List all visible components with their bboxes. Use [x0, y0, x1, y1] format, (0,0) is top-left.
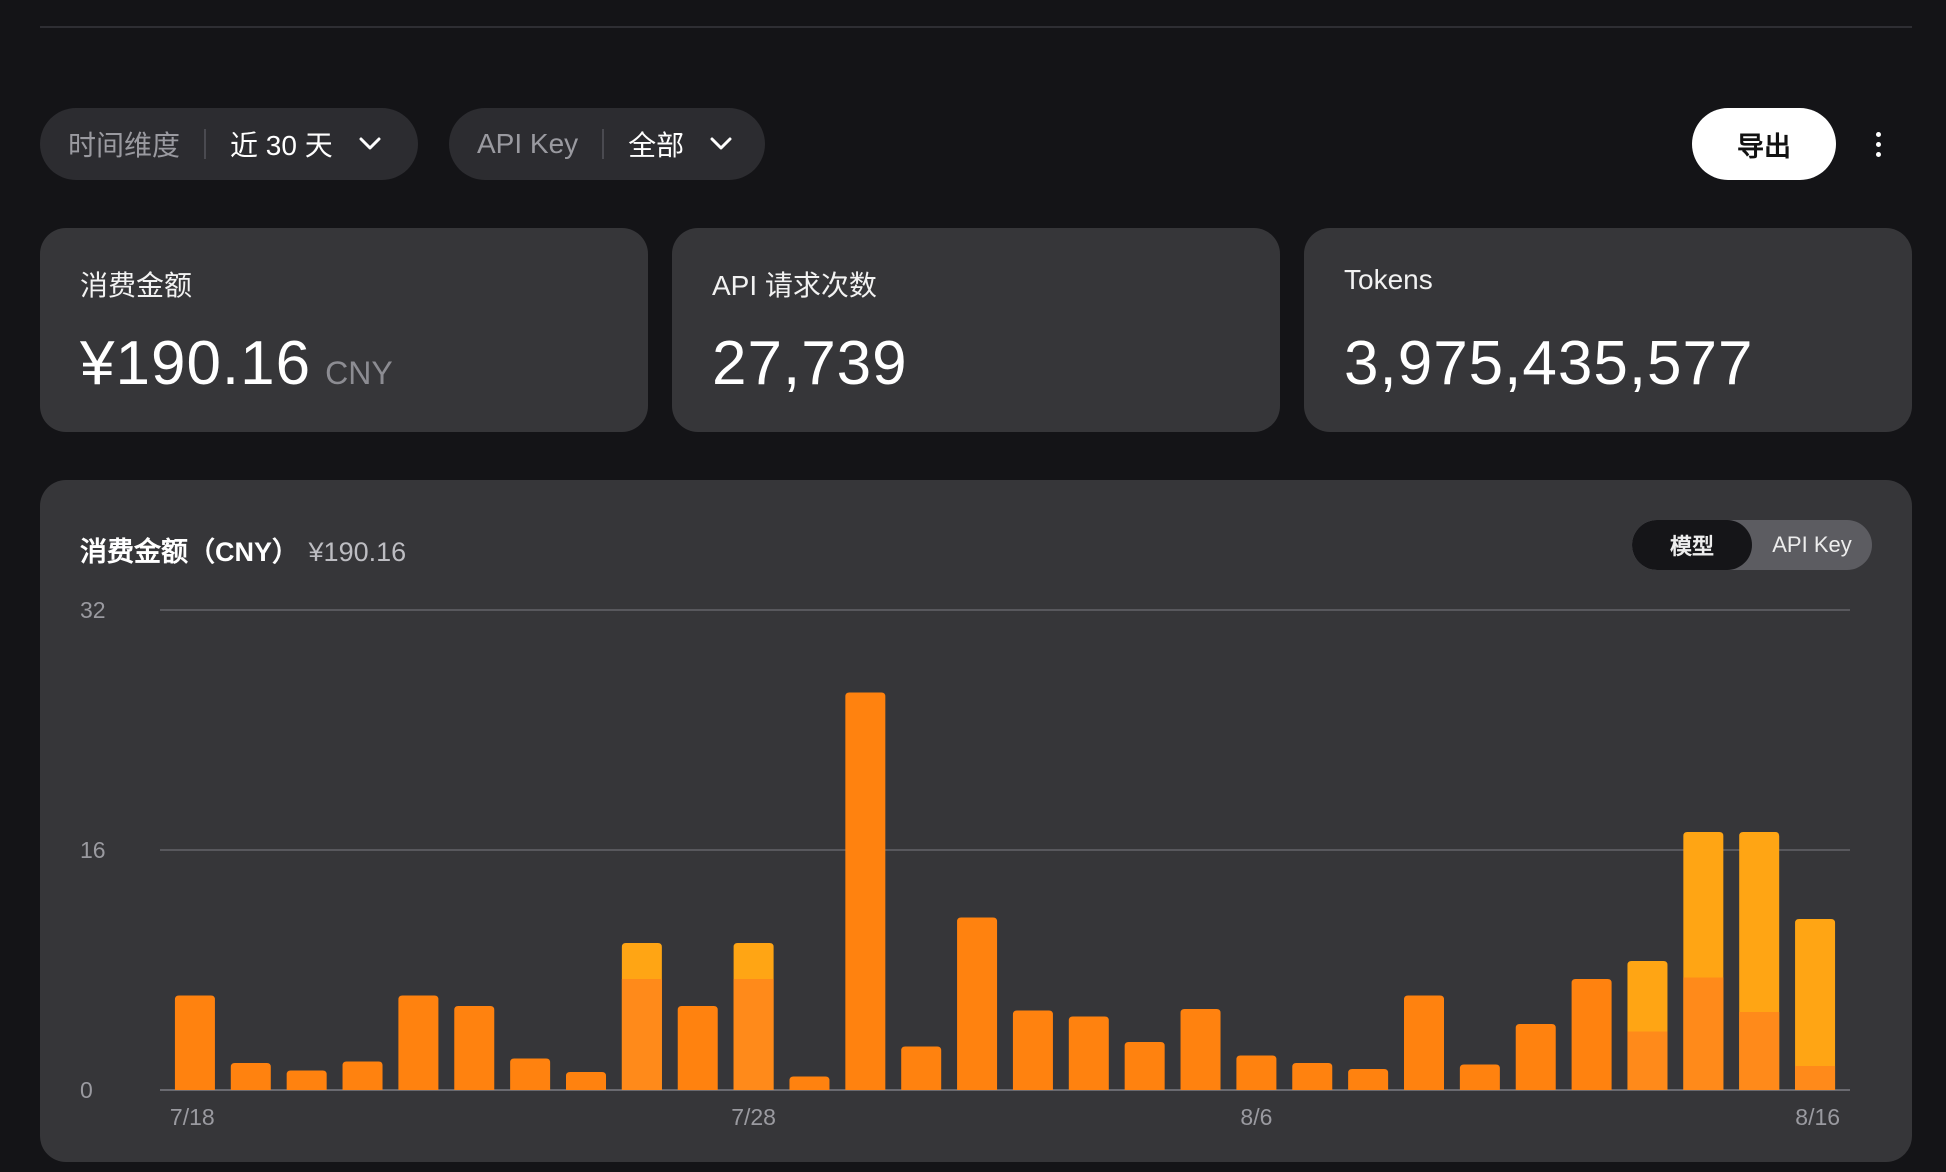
cost-stat-card: 消费金额 ¥190.16 CNY: [40, 228, 648, 432]
bar: [677, 1006, 718, 1090]
cost-value: ¥190.16: [80, 329, 312, 398]
bar-segment-primary: [1683, 977, 1724, 1090]
chart-title: 消费金额（CNY）: [80, 537, 300, 567]
time-range-label: 时间维度: [68, 130, 181, 161]
bar: [1515, 1024, 1556, 1090]
bar: [1459, 1064, 1500, 1090]
tokens-label: Tokens: [1344, 264, 1433, 295]
requests-stat-card: API 请求次数 27,739: [672, 228, 1280, 432]
time-range-filter[interactable]: 时间维度 近 30 天: [40, 108, 418, 180]
bar-segment-primary: [1627, 1031, 1668, 1090]
cost-bar-chart: 0 16 32 7/18 7/28 8/6 8/16: [80, 597, 1850, 1130]
bar-segment-secondary: [1795, 919, 1836, 1090]
bar-segment-primary: [733, 979, 774, 1090]
toggle-api-key[interactable]: API Key: [1772, 532, 1852, 557]
bar: [1571, 979, 1612, 1090]
bar: [174, 995, 215, 1090]
chevron-down-icon: [710, 133, 732, 155]
bar: [1404, 995, 1444, 1090]
bar: [845, 692, 886, 1090]
x-tick-label: 8/16: [1795, 1104, 1840, 1130]
requests-value: 27,739: [712, 329, 908, 398]
api-key-filter[interactable]: API Key 全部: [449, 108, 765, 180]
bar: [398, 995, 439, 1090]
filter-divider: [602, 129, 605, 159]
bar: [454, 1006, 495, 1090]
bar-segment-primary: [1795, 1066, 1836, 1090]
y-tick-label: 0: [80, 1077, 93, 1103]
cost-chart-panel: 消费金额（CNY） ¥190.16 模型 API Key 0 16 32 7/18 7/…: [40, 480, 1912, 1162]
x-tick-label: 7/18: [170, 1104, 215, 1130]
api-key-filter-label: API Key: [477, 128, 579, 159]
bar: [1236, 1055, 1277, 1090]
more-options-icon[interactable]: [1862, 124, 1894, 164]
bar: [510, 1058, 551, 1090]
chart-title-row: 消费金额（CNY） ¥190.16: [80, 530, 406, 569]
bar-segment-primary: [621, 979, 662, 1090]
bar: [342, 1061, 383, 1090]
x-tick-label: 7/28: [731, 1104, 776, 1130]
y-tick-label: 32: [80, 597, 106, 623]
bar: [230, 1063, 271, 1090]
filter-divider: [204, 129, 207, 159]
bar: [1068, 1016, 1109, 1090]
chart-total: ¥190.16: [308, 537, 407, 567]
bar: [1124, 1042, 1165, 1090]
bar: [1012, 1010, 1053, 1090]
top-divider: [40, 26, 1912, 28]
export-button[interactable]: 导出: [1692, 108, 1836, 180]
x-tick-label: 8/6: [1240, 1104, 1272, 1130]
tokens-stat-card: Tokens 3,975,435,577: [1304, 228, 1912, 432]
cost-value-row: ¥190.16 CNY: [80, 328, 393, 399]
cost-unit: CNY: [325, 355, 393, 391]
bar: [1348, 1069, 1389, 1090]
y-tick-label: 16: [80, 837, 106, 863]
bar: [957, 917, 998, 1090]
bar: [789, 1076, 830, 1090]
requests-label: API 请求次数: [712, 270, 877, 301]
bar: [1180, 1009, 1221, 1090]
tokens-value: 3,975,435,577: [1344, 329, 1754, 398]
bar: [901, 1046, 942, 1090]
time-range-value: 近 30 天: [230, 130, 333, 161]
chevron-down-icon: [359, 133, 381, 155]
cost-label: 消费金额: [80, 270, 193, 301]
bar: [1292, 1063, 1333, 1090]
bar: [286, 1070, 327, 1090]
api-key-filter-value: 全部: [628, 130, 685, 161]
bar-segment-primary: [1739, 1012, 1780, 1090]
bar: [566, 1072, 606, 1090]
group-by-toggle[interactable]: 模型 API Key: [1632, 520, 1872, 570]
toggle-model[interactable]: 模型: [1632, 520, 1752, 570]
